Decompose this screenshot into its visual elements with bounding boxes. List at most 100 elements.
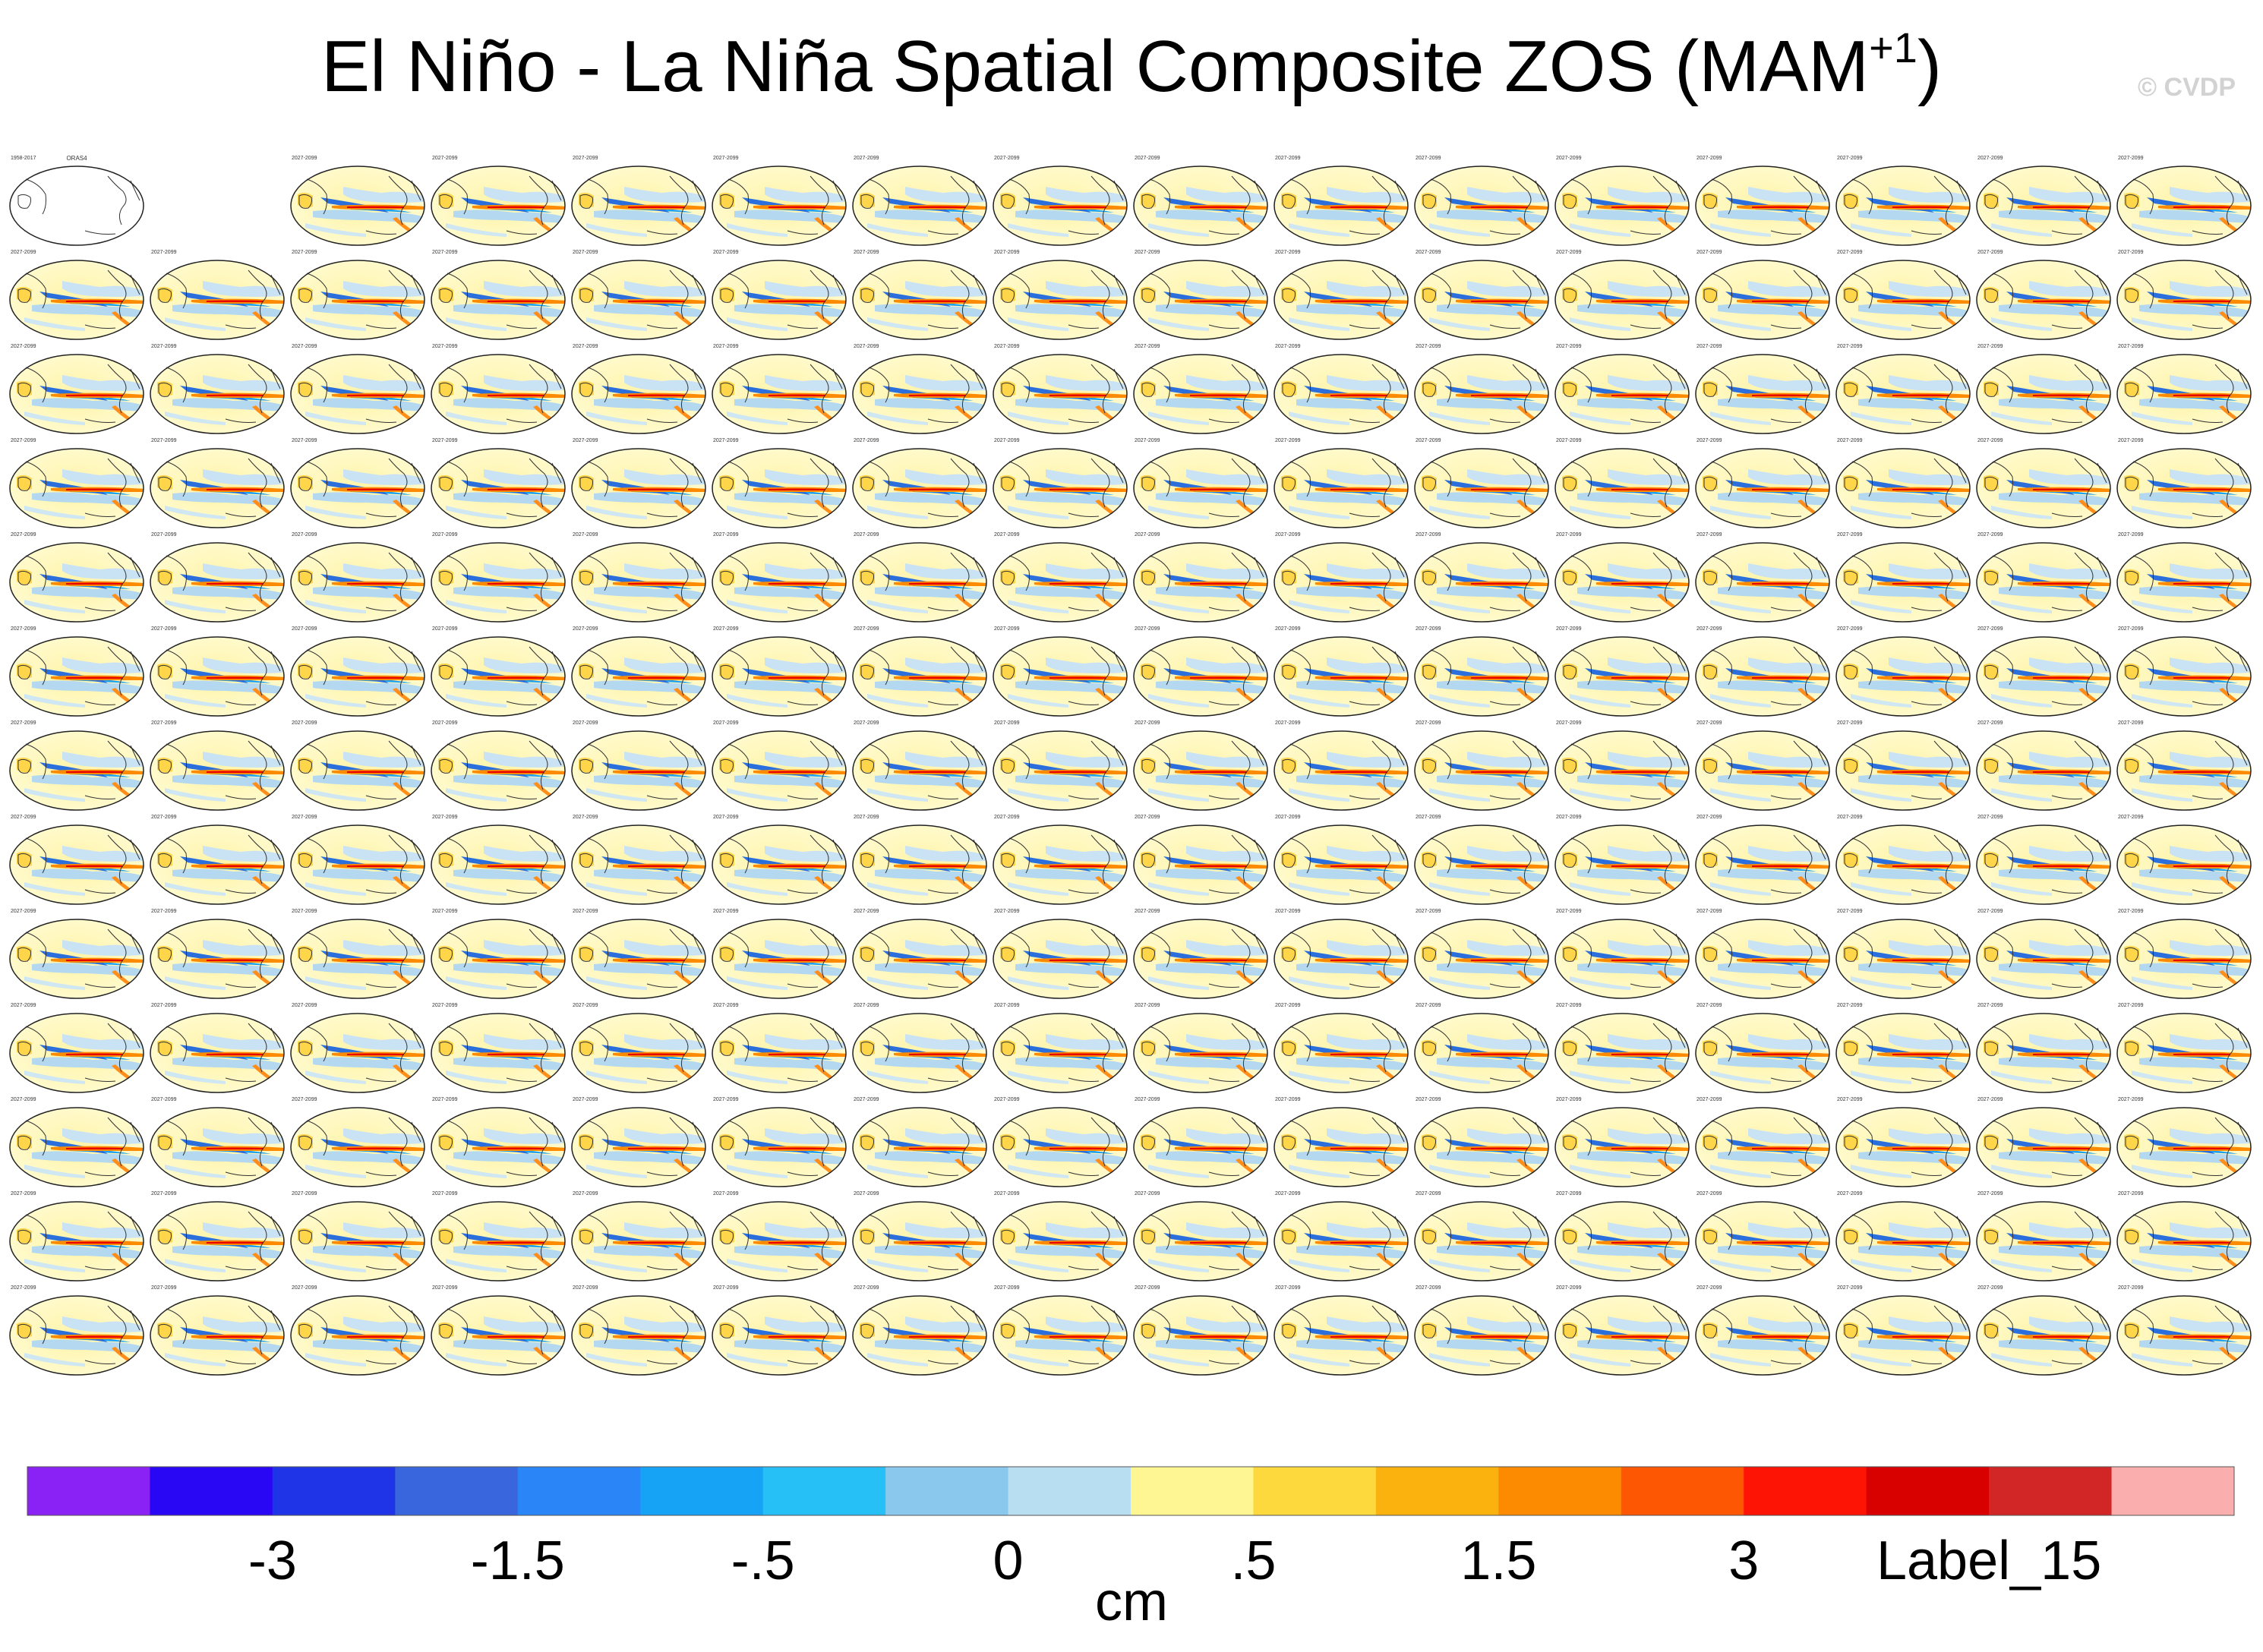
panel-period-label: 2027-2099 (151, 1285, 177, 1291)
panel-period-label: 2027-2099 (2118, 156, 2144, 161)
model-panel: 2027-2099 (572, 1285, 706, 1375)
panel-period-label: 2027-2099 (994, 720, 1020, 726)
panel-period-label: 2027-2099 (151, 815, 177, 820)
panel-period-label: 2027-2099 (1556, 250, 1582, 255)
panel-period-label: 2027-2099 (573, 1003, 598, 1008)
model-panel: 2027-2099 (712, 1097, 847, 1187)
panel-period-label: 2027-2099 (432, 626, 458, 632)
panel-period-label: 2027-2099 (1977, 909, 2003, 914)
model-panel: 2027-2099 (1836, 250, 1971, 339)
colorbar-tick-label: -1.5 (470, 1531, 565, 1591)
model-panel: 2027-2099 (1696, 909, 1830, 998)
panel-period-label: 2027-2099 (1977, 438, 2003, 443)
model-panel: 2027-2099 (150, 815, 285, 904)
panel-period-label: 2027-2099 (713, 250, 739, 255)
panel-period-label: 2027-2099 (1135, 626, 1160, 632)
panel-period-label: 2027-2099 (1556, 532, 1582, 538)
model-panel: 2027-2099 (572, 626, 706, 716)
model-panel: 2027-2099 (1836, 1191, 1971, 1281)
panel-period-label: 2027-2099 (1275, 909, 1301, 914)
panel-period-label: 2027-2099 (151, 250, 177, 255)
panel-period-label: 2027-2099 (994, 1191, 1020, 1196)
panel-period-label: 2027-2099 (1416, 344, 1441, 349)
model-panel: 2027-2099 (853, 156, 987, 245)
panel-period-label: 2027-2099 (1977, 1003, 2003, 1008)
model-panel: 2027-2099 (150, 438, 285, 528)
model-panel: 2027-2099 (431, 1097, 566, 1187)
panel-period-label: 2027-2099 (573, 909, 598, 914)
model-panel: 2027-2099 (1696, 626, 1830, 716)
panel-period-label: 2027-2099 (151, 909, 177, 914)
model-panel: 2027-2099 (2117, 1285, 2252, 1375)
colorbar-units: cm (1095, 1572, 1168, 1632)
colorbar-box (395, 1467, 519, 1515)
model-panel: 2027-2099 (1134, 1191, 1268, 1281)
panel-period-label: 2027-2099 (2118, 720, 2144, 726)
panel-period-label: 2027-2099 (713, 1191, 739, 1196)
panel-period-label: 2027-2099 (1275, 438, 1301, 443)
model-panel: 2027-2099 (291, 720, 425, 810)
colorbar-tick-label: 3 (1728, 1531, 1760, 1591)
model-panel: 2027-2099 (1415, 720, 1549, 810)
panel-period-label: 2027-2099 (1416, 1003, 1441, 1008)
model-panel: 2027-2099 (291, 250, 425, 339)
panel-period-label: 2027-2099 (713, 720, 739, 726)
title-superscript: +1 (1869, 24, 1917, 71)
panel-period-label: 2027-2099 (432, 438, 458, 443)
model-panel: 2027-2099 (1134, 815, 1268, 904)
model-panel: 2027-2099 (431, 720, 566, 810)
colorbar-box (1498, 1467, 1622, 1515)
model-panel: 2027-2099 (993, 815, 1128, 904)
panel-period-label: 2027-2099 (713, 909, 739, 914)
panel-period-label: 2027-2099 (11, 1191, 36, 1196)
model-panel: 2027-2099 (1977, 720, 2111, 810)
panel-period-label: 2027-2099 (1556, 720, 1582, 726)
panel-period-label: 2027-2099 (1275, 156, 1301, 161)
panel-period-label: 2027-2099 (573, 344, 598, 349)
panel-period-label: 2027-2099 (2118, 909, 2144, 914)
panel-period-label: 2027-2099 (994, 1003, 1020, 1008)
panel-period-label: 2027-2099 (1556, 1191, 1582, 1196)
panel-period-label: 2027-2099 (1977, 1097, 2003, 1102)
model-panel: 2027-2099 (431, 250, 566, 339)
panel-period-label: 2027-2099 (1837, 344, 1863, 349)
model-panel: 2027-2099 (1415, 532, 1549, 622)
model-panel: 2027-2099 (2117, 626, 2252, 716)
panel-period-label: 2027-2099 (292, 156, 317, 161)
colorbar-box (1375, 1467, 1499, 1515)
panel-period-label: 2027-2099 (1416, 626, 1441, 632)
panel-period-label: 2027-2099 (1135, 250, 1160, 255)
panel-period-label: 2027-2099 (1556, 438, 1582, 443)
model-panel: 2027-2099 (150, 1003, 285, 1092)
model-panel: 2027-2099 (1274, 156, 1409, 245)
model-panel: 2027-2099 (1555, 815, 1690, 904)
panel-period-label: 2027-2099 (854, 344, 879, 349)
model-panel: 2027-2099 (150, 1097, 285, 1187)
panel-period-label: 2027-2099 (151, 626, 177, 632)
model-panel: 2027-2099 (10, 815, 144, 904)
model-panel: 2027-2099 (431, 532, 566, 622)
model-panel: 2027-2099 (10, 532, 144, 622)
panel-period-label: 2027-2099 (292, 438, 317, 443)
model-panel: 2027-2099 (1696, 720, 1830, 810)
panel-period-label: 2027-2099 (1275, 1097, 1301, 1102)
model-panel: 2027-2099 (712, 1191, 847, 1281)
model-panel: 2027-2099 (1977, 815, 2111, 904)
panel-period-label: 2027-2099 (1556, 1003, 1582, 1008)
model-panel: 2027-2099 (993, 438, 1128, 528)
panel-period-label: 2027-2099 (1135, 1191, 1160, 1196)
model-panel: 2027-2099 (572, 250, 706, 339)
model-panel: 2027-2099 (10, 250, 144, 339)
panel-period-label: 2027-2099 (432, 1191, 458, 1196)
panel-period-label: 2027-2099 (1696, 250, 1722, 255)
model-panel: 2027-2099 (291, 626, 425, 716)
model-panel: 2027-2099 (1696, 438, 1830, 528)
model-panel: 2027-2099 (853, 720, 987, 810)
panel-period-label: 2027-2099 (1977, 626, 2003, 632)
model-panel: 2027-2099 (431, 1003, 566, 1092)
model-panel: 2027-2099 (150, 720, 285, 810)
panel-period-label: 2027-2099 (2118, 626, 2144, 632)
model-panel: 2027-2099 (291, 344, 425, 433)
model-panel: 2027-2099 (1555, 438, 1690, 528)
model-panel: 2027-2099 (150, 626, 285, 716)
